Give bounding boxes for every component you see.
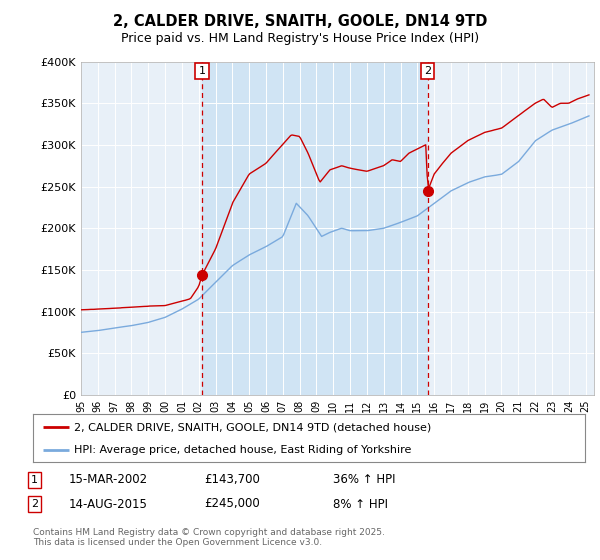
Text: £245,000: £245,000 bbox=[204, 497, 260, 511]
Text: 14-AUG-2015: 14-AUG-2015 bbox=[69, 497, 148, 511]
Text: 2, CALDER DRIVE, SNAITH, GOOLE, DN14 9TD: 2, CALDER DRIVE, SNAITH, GOOLE, DN14 9TD bbox=[113, 14, 487, 29]
Bar bbox=[202, 62, 428, 395]
Text: HPI: Average price, detached house, East Riding of Yorkshire: HPI: Average price, detached house, East… bbox=[74, 445, 412, 455]
Text: 1: 1 bbox=[199, 66, 206, 76]
Text: 2, CALDER DRIVE, SNAITH, GOOLE, DN14 9TD (detached house): 2, CALDER DRIVE, SNAITH, GOOLE, DN14 9TD… bbox=[74, 422, 431, 432]
Text: 2: 2 bbox=[31, 499, 38, 509]
Text: 8% ↑ HPI: 8% ↑ HPI bbox=[333, 497, 388, 511]
Text: £143,700: £143,700 bbox=[204, 473, 260, 487]
Text: 2: 2 bbox=[424, 66, 431, 76]
Text: Contains HM Land Registry data © Crown copyright and database right 2025.
This d: Contains HM Land Registry data © Crown c… bbox=[33, 528, 385, 547]
Text: 15-MAR-2002: 15-MAR-2002 bbox=[69, 473, 148, 487]
Text: 36% ↑ HPI: 36% ↑ HPI bbox=[333, 473, 395, 487]
Text: 1: 1 bbox=[31, 475, 38, 485]
Text: Price paid vs. HM Land Registry's House Price Index (HPI): Price paid vs. HM Land Registry's House … bbox=[121, 32, 479, 45]
